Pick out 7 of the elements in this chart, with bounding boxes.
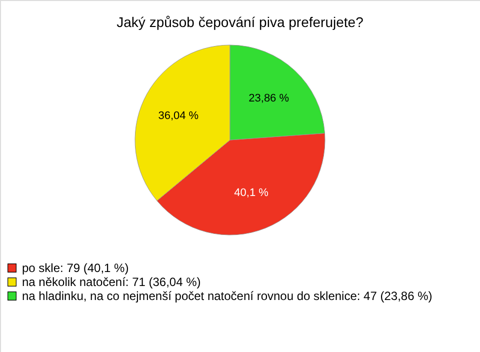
data-label: 40,1 % <box>234 186 269 199</box>
chart-title: Jaký způsob čepování piva preferujete? <box>116 14 364 30</box>
legend-label: na hladinku, na co nejmenší počet natočení rovnou do sklenice: 47 (23,86 %) <box>22 289 432 303</box>
legend-label: po skle: 79 (40,1 %) <box>22 261 129 275</box>
data-label: 36,04 % <box>158 110 199 122</box>
data-label: 23,86 % <box>248 92 290 104</box>
legend-label: na několik natočení: 71 (36,04 %) <box>22 275 201 289</box>
